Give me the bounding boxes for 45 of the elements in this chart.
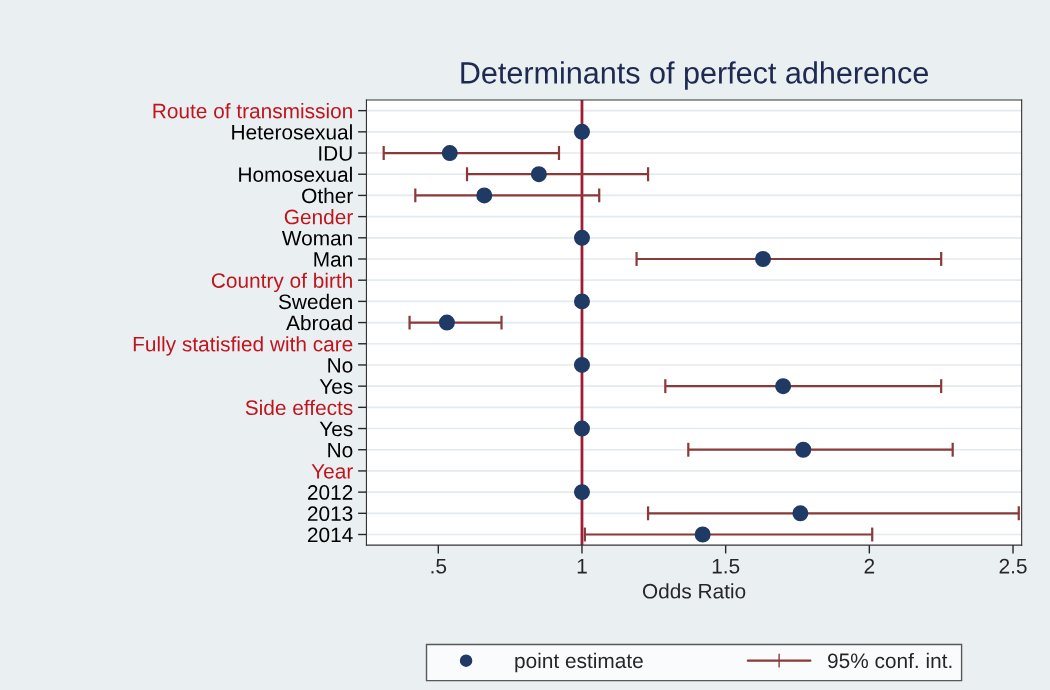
point bbox=[755, 251, 772, 267]
chart-title: Determinants of perfect adherence bbox=[461, 61, 928, 90]
point bbox=[573, 484, 590, 501]
y-tick-label: Abroad bbox=[286, 315, 352, 331]
y-tick-label: Heterosexual bbox=[232, 124, 352, 140]
point bbox=[694, 526, 711, 543]
y-tick-label: Sweden bbox=[278, 293, 352, 310]
point bbox=[530, 166, 547, 183]
y-tick-label: 2014 bbox=[307, 527, 353, 543]
point bbox=[795, 441, 812, 458]
y-tick-label: Country of birth bbox=[211, 272, 352, 293]
y-tick-label: No bbox=[328, 442, 353, 458]
point bbox=[476, 187, 493, 204]
y-tick-label: IDU bbox=[319, 146, 352, 161]
y-tick-label: Fully statisfied with care bbox=[133, 336, 353, 356]
y-tick-label: Woman bbox=[281, 231, 352, 246]
y-tick-label: Other bbox=[302, 187, 353, 204]
y-tick-label: 2013 bbox=[307, 506, 353, 522]
x-tick-label: 1 bbox=[577, 559, 587, 574]
x-tick-label: 2 bbox=[864, 558, 875, 574]
x-tick-label: .5 bbox=[431, 559, 447, 574]
y-tick-label: Man bbox=[314, 252, 352, 267]
point bbox=[438, 314, 455, 331]
point bbox=[573, 293, 590, 310]
y-tick-label: Year bbox=[311, 464, 353, 479]
y-tick-label: Route of transmission bbox=[153, 103, 352, 119]
x-axis-title: Odds Ratio bbox=[642, 583, 746, 599]
y-tick-label: Side effects bbox=[245, 399, 353, 416]
point bbox=[792, 505, 809, 522]
point bbox=[573, 420, 590, 437]
y-tick-label: 2012 bbox=[307, 485, 353, 500]
point bbox=[573, 123, 590, 140]
point bbox=[573, 356, 590, 373]
x-tick-label: 2.5 bbox=[999, 558, 1027, 574]
legend-label: 95% conf. int. bbox=[828, 652, 952, 669]
point bbox=[573, 229, 590, 246]
point bbox=[775, 378, 792, 395]
y-tick-label: Yes bbox=[319, 379, 353, 394]
y-tick-label: Homosexual bbox=[239, 166, 352, 182]
y-tick-label: Yes bbox=[319, 421, 353, 437]
x-tick-label: 1.5 bbox=[712, 559, 740, 574]
legend-label: point estimate bbox=[515, 652, 643, 673]
y-tick-label: Gender bbox=[284, 209, 353, 225]
point bbox=[441, 145, 458, 162]
y-tick-label: No bbox=[328, 358, 353, 373]
